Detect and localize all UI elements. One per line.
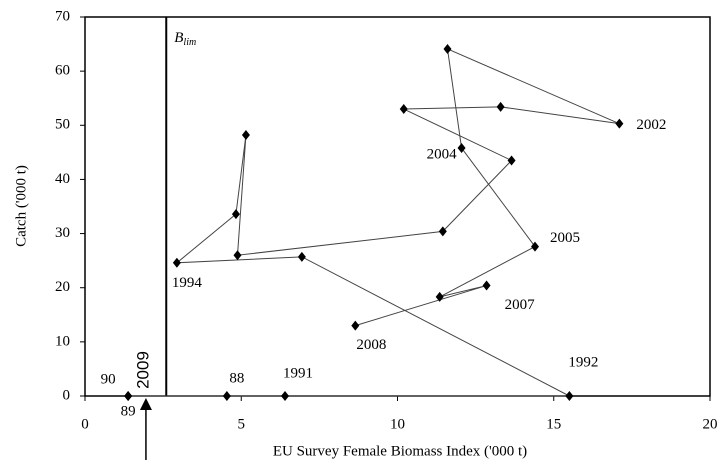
point-label: 1992 — [568, 354, 598, 370]
point — [233, 250, 242, 261]
reference-label: Blim — [174, 30, 196, 48]
point-label: 2005 — [550, 230, 580, 246]
point — [496, 101, 505, 112]
series-line — [128, 48, 620, 397]
point — [438, 226, 447, 237]
point — [482, 280, 491, 291]
point — [241, 130, 250, 141]
y-tick-label: 40 — [55, 171, 70, 187]
point — [531, 241, 539, 252]
point — [565, 391, 574, 401]
point — [507, 155, 516, 166]
point — [399, 104, 408, 115]
y-tick-label: 60 — [55, 63, 70, 79]
point — [351, 320, 360, 331]
point — [435, 291, 444, 302]
point-label: 1991 — [283, 365, 313, 381]
reference-label-sub: lim — [183, 37, 196, 48]
point-label: 1994 — [172, 275, 203, 291]
y-axis-title: Catch ('000 t) — [13, 165, 29, 247]
point-label: 89 — [121, 403, 136, 419]
y-tick-label: 30 — [55, 225, 70, 241]
point — [443, 43, 452, 54]
x-tick-label: 15 — [546, 416, 561, 432]
point-label: 2002 — [636, 117, 666, 133]
point-label: 90 — [101, 371, 116, 387]
x-tick-label: 10 — [390, 416, 405, 432]
y-tick-label: 50 — [55, 117, 70, 133]
x-tick-label: 0 — [81, 416, 89, 432]
y-tick-label: 0 — [63, 387, 71, 403]
x-axis-title: EU Survey Female Biomass Index ('000 t) — [273, 443, 527, 459]
x-tick-label: 20 — [703, 416, 718, 432]
y-tick-label: 10 — [55, 333, 70, 349]
y-tick-label: 20 — [55, 279, 70, 295]
point-label: 2008 — [356, 337, 386, 353]
point — [457, 143, 466, 154]
point-label: 2004 — [427, 146, 458, 162]
point — [281, 391, 289, 401]
plot-frame — [84, 16, 711, 397]
annotation-label: 2009 — [133, 351, 152, 389]
point — [222, 391, 231, 401]
reference-label-main: B — [174, 30, 183, 46]
x-tick-label: 5 — [238, 416, 246, 432]
y-tick-label: 70 — [55, 8, 70, 24]
point — [231, 209, 240, 220]
point-label: 88 — [229, 370, 244, 386]
point — [615, 118, 624, 129]
point — [124, 391, 133, 401]
point — [172, 257, 181, 268]
point — [297, 251, 306, 262]
point-label: 2007 — [505, 297, 536, 313]
